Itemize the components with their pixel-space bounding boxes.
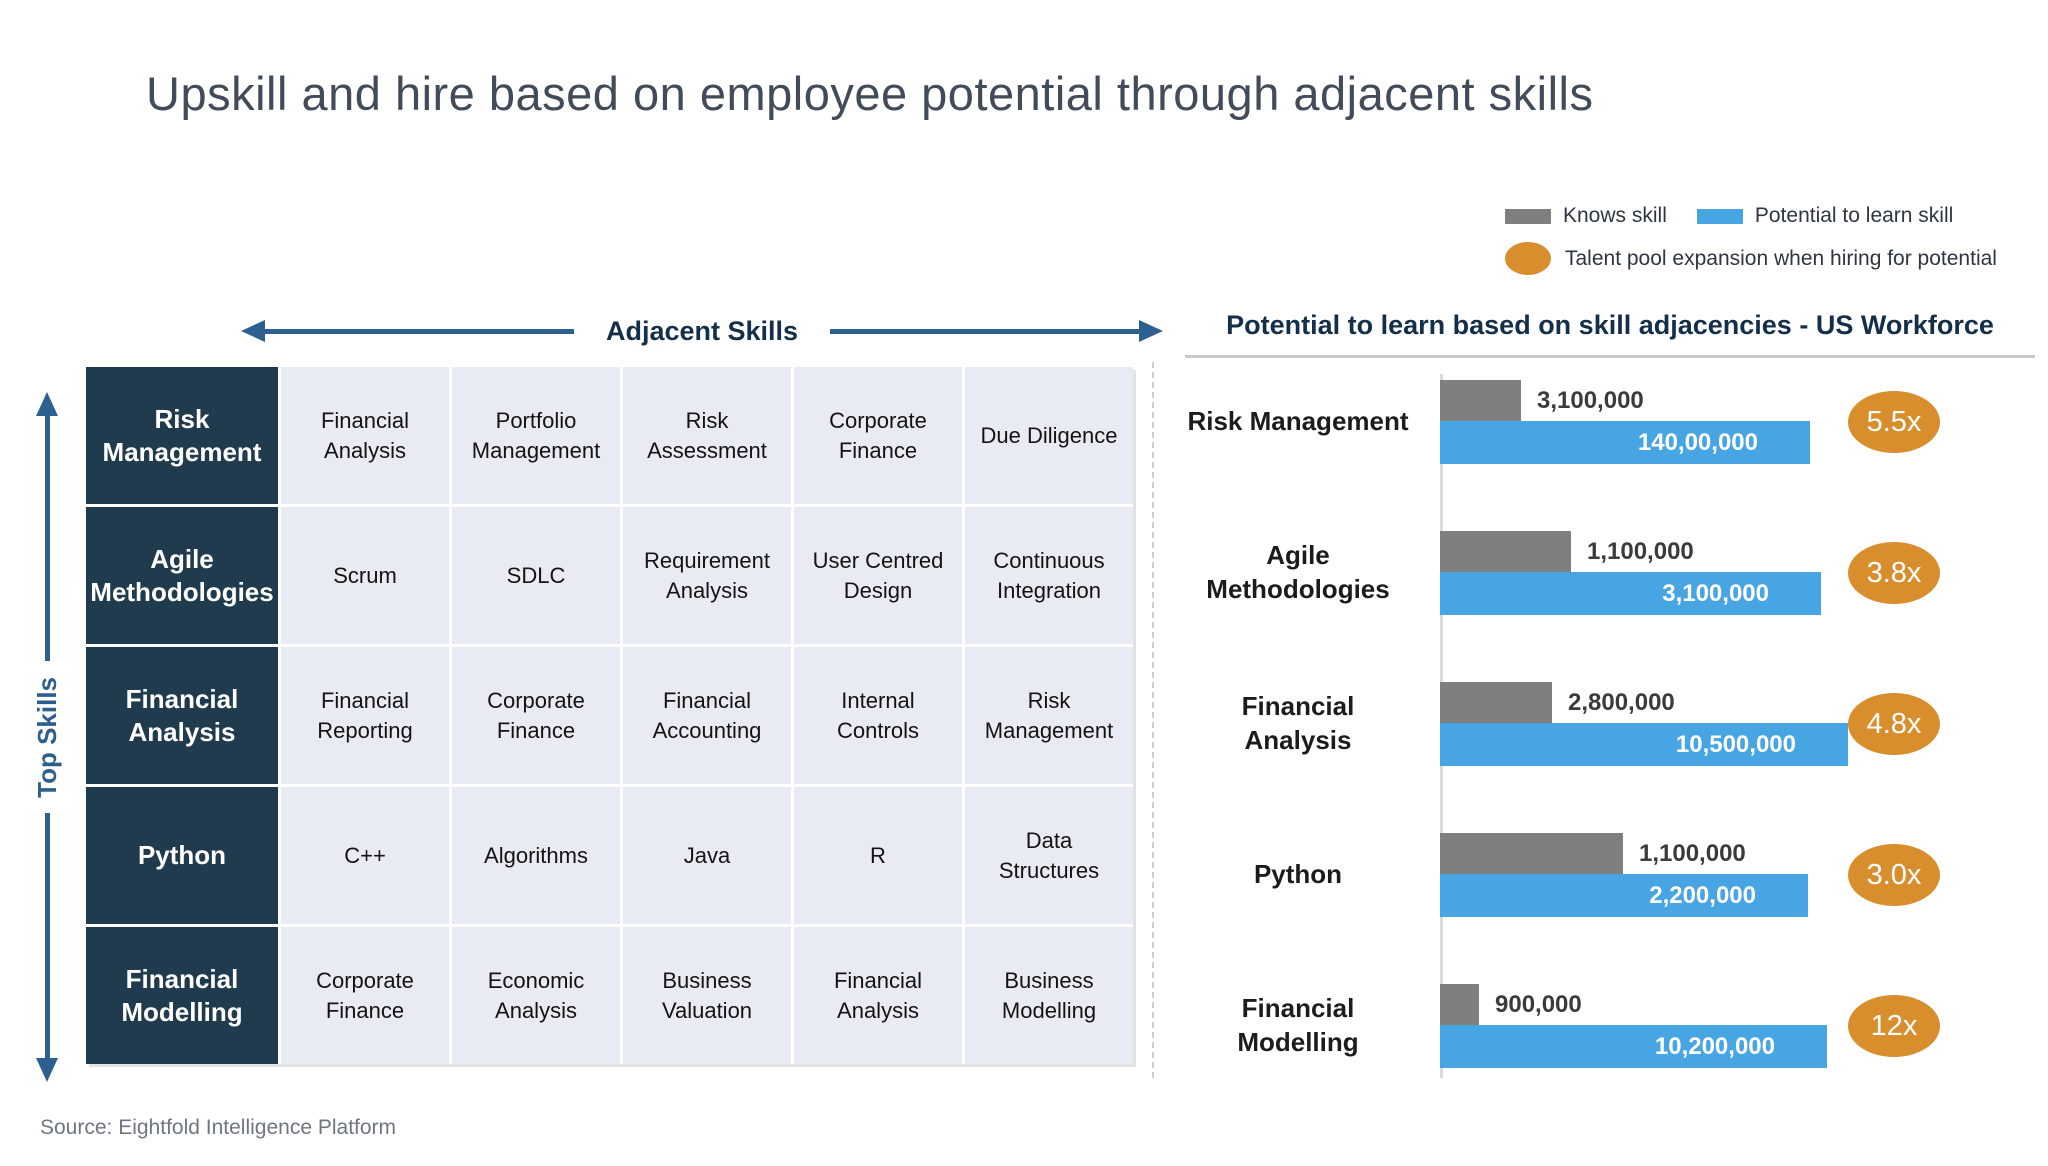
legend-expansion-label: Talent pool expansion when hiring for po… [1565,246,1997,270]
chart-row: Financial Modelling 900,000 10,200,000 1… [1180,982,2040,1070]
adjacent-skill-cell: Continuous Integration [965,507,1133,644]
adjacent-skill-cell: Algorithms [452,787,620,924]
chart-title: Potential to learn based on skill adjace… [1185,310,2035,358]
knows-skill-value: 900,000 [1495,990,1582,1018]
adjacent-skill-cell: Due Diligence [965,367,1133,504]
adjacent-skill-cell: Data Structures [965,787,1133,924]
multiplier-badge: 5.5x [1848,391,1940,453]
top-skill-cell: Financial Modelling [86,927,278,1064]
chart-bar-group: 1,100,000 2,200,000 [1440,831,2040,919]
adjacent-skill-cell: Scrum [281,507,449,644]
legend-knows-label: Knows skill [1563,204,1667,227]
legend-row-expansion: Talent pool expansion when hiring for po… [1505,242,2045,275]
potential-to-learn-bar: 10,500,000 [1440,723,1848,766]
adjacent-skill-cell: Risk Assessment [623,367,791,504]
potential-to-learn-value: 10,500,000 [1675,730,1796,758]
knows-skill-value: 1,100,000 [1587,537,1694,565]
adjacent-skill-cell: User Centred Design [794,507,962,644]
down-arrow-icon [44,813,50,1062]
knows-skill-bar [1440,833,1623,874]
legend-potential-swatch-icon [1696,208,1743,224]
potential-to-learn-bar: 140,00,000 [1440,421,1810,464]
adjacent-skill-cell: Financial Reporting [281,647,449,784]
bar-chart: Risk Management 3,100,000 140,00,000 5.5… [1180,374,2040,1078]
top-skill-cell: Financial Analysis [86,647,278,784]
chart-row: Agile Methodologies 1,100,000 3,100,000 … [1180,529,2040,617]
potential-to-learn-value: 140,00,000 [1637,428,1758,456]
potential-to-learn-bar: 2,200,000 [1440,874,1808,917]
top-skills-axis: Top Skills [16,412,78,1062]
adjacent-skill-cell: SDLC [452,507,620,644]
adjacent-skill-cell: Java [623,787,791,924]
top-skill-cell: Python [86,787,278,924]
chart-legend: Knows skill Potential to learn skill Tal… [1505,204,2045,289]
chart-row: Financial Analysis 2,800,000 10,500,000 … [1180,680,2040,768]
adjacent-skill-cell: Corporate Finance [794,367,962,504]
knows-skill-value: 1,100,000 [1639,839,1746,867]
top-skill-cell: Risk Management [86,367,278,504]
adjacent-skill-cell: Portfolio Management [452,367,620,504]
page-title: Upskill and hire based on employee poten… [146,67,1594,120]
knows-skill-bar [1440,380,1521,421]
chart-row: Python 1,100,000 2,200,000 3.0x [1180,831,2040,919]
adjacent-skill-cell: Financial Analysis [794,927,962,1064]
chart-bar-group: 1,100,000 3,100,000 [1440,529,2040,617]
adjacent-skill-cell: Business Valuation [623,927,791,1064]
adjacent-skill-cell: C++ [281,787,449,924]
potential-to-learn-value: 2,200,000 [1649,881,1756,909]
chart-bar-group: 3,100,000 140,00,000 [1440,378,2040,466]
left-arrow-icon [263,328,574,334]
adjacent-skill-cell: Requirement Analysis [623,507,791,644]
adjacent-skills-axis-label: Adjacent Skills [605,315,799,346]
chart-row: Risk Management 3,100,000 140,00,000 5.5… [1180,378,2040,466]
section-divider [1152,362,1154,1078]
knows-skill-bar [1440,984,1479,1025]
skills-table: Risk Management Financial Analysis Portf… [86,367,1133,1064]
potential-to-learn-value: 10,200,000 [1654,1032,1775,1060]
adjacent-skill-cell: Business Modelling [965,927,1133,1064]
multiplier-badge: 4.8x [1848,693,1940,755]
adjacent-skill-cell: Internal Controls [794,647,962,784]
adjacent-skill-cell: Financial Analysis [281,367,449,504]
multiplier-badge: 3.8x [1848,542,1940,604]
legend-knows-swatch-icon [1505,208,1551,224]
adjacent-skill-cell: Risk Management [965,647,1133,784]
adjacent-skill-cell: R [794,787,962,924]
chart-category-label: Agile Methodologies [1206,540,1390,604]
adjacent-skill-cell: Economic Analysis [452,927,620,1064]
knows-skill-bar [1440,682,1552,723]
potential-to-learn-bar: 10,200,000 [1440,1025,1827,1068]
knows-skill-value: 3,100,000 [1537,386,1644,414]
top-skills-axis-label: Top Skills [31,676,62,798]
top-skill-cell: Agile Methodologies [86,507,278,644]
chart-bar-group: 900,000 10,200,000 [1440,982,2040,1070]
adjacent-skills-axis: Adjacent Skills [263,308,1142,354]
adjacent-skill-cell: Financial Accounting [623,647,791,784]
right-arrow-icon [830,328,1142,334]
up-arrow-icon [44,412,50,661]
chart-category-label: Financial Modelling [1237,993,1359,1057]
chart-category-label: Python [1253,859,1343,890]
chart-category-label: Risk Management [1187,406,1409,437]
source-text: Source: Eightfold Intelligence Platform [40,1116,397,1139]
adjacent-skill-cell: Corporate Finance [281,927,449,1064]
knows-skill-bar [1440,531,1571,572]
potential-to-learn-value: 3,100,000 [1662,579,1769,607]
multiplier-badge: 12x [1848,995,1940,1057]
chart-category-label: Financial Analysis [1241,691,1355,755]
legend-row-skills: Knows skill Potential to learn skill [1505,204,2045,228]
adjacent-skill-cell: Corporate Finance [452,647,620,784]
knows-skill-value: 2,800,000 [1568,688,1675,716]
potential-to-learn-bar: 3,100,000 [1440,572,1821,615]
legend-expansion-ellipse-icon [1505,242,1551,275]
multiplier-badge: 3.0x [1848,844,1940,906]
legend-potential-label: Potential to learn skill [1754,204,1954,227]
chart-bar-group: 2,800,000 10,500,000 [1440,680,2040,768]
